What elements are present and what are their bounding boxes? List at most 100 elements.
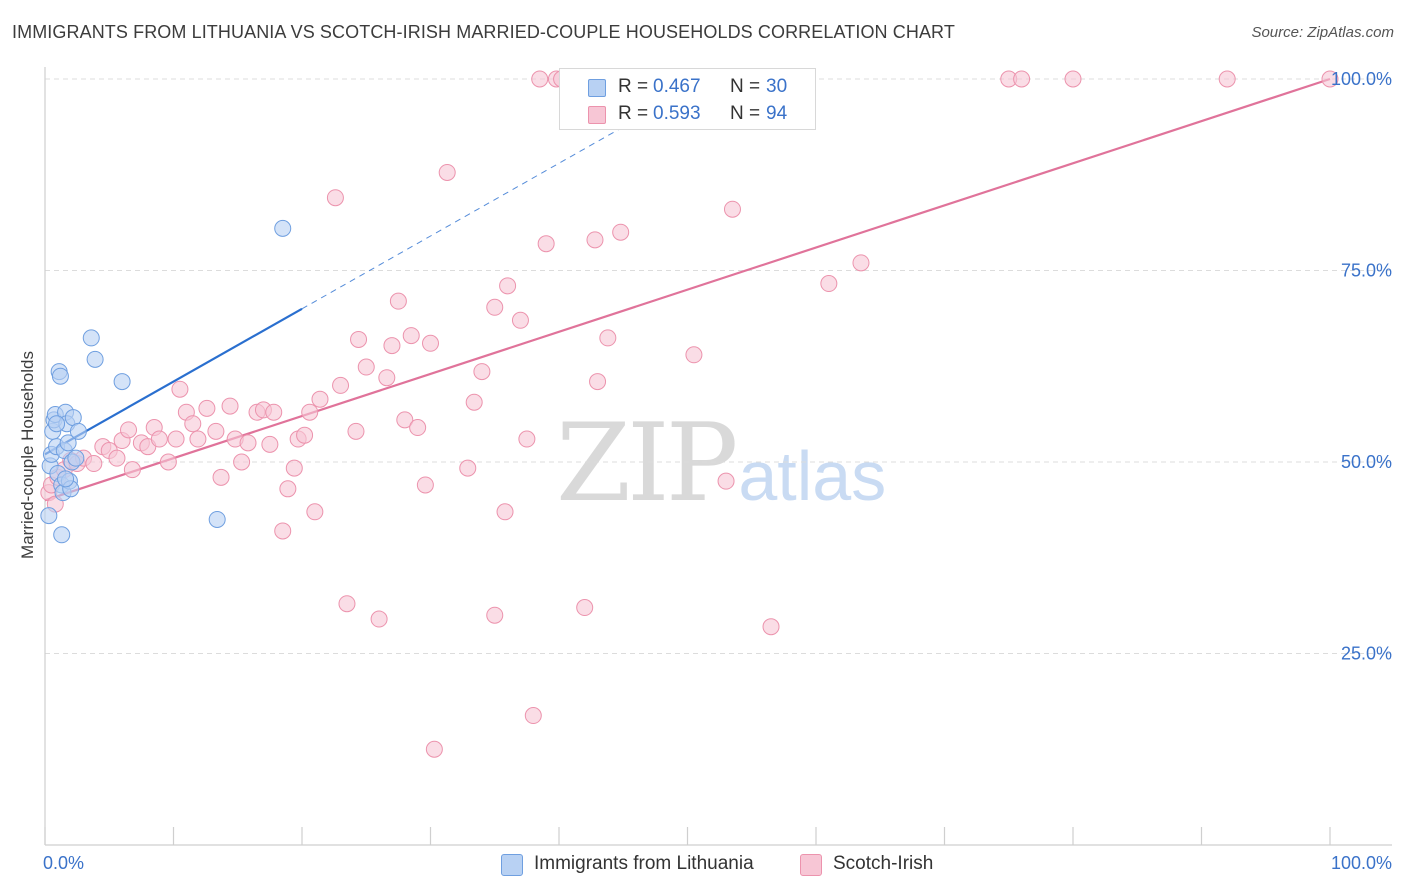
point-scotch-irish: [438, 163, 456, 181]
watermark-atlas: atlas: [738, 437, 887, 515]
point-scotch-irish: [207, 422, 225, 440]
point-scotch-irish: [198, 399, 216, 417]
point-scotch-irish: [499, 277, 517, 295]
point-scotch-irish: [486, 606, 504, 624]
point-scotch-irish: [326, 189, 344, 207]
point-scotch-irish: [612, 223, 630, 241]
point-scotch-irish: [239, 434, 257, 452]
x-tick-label-min: 0.0%: [43, 853, 84, 873]
point-scotch-irish: [717, 472, 735, 490]
point-scotch-irish: [189, 430, 207, 448]
legend-r-value: 0.593: [653, 103, 701, 124]
point-lithuania: [59, 434, 77, 452]
point-scotch-irish: [524, 707, 542, 725]
legend-n-label: N =: [730, 76, 761, 97]
trend-line-scotch-irish: [44, 77, 1331, 502]
point-scotch-irish: [171, 380, 189, 398]
y-tick-label: 100.0%: [1331, 69, 1392, 89]
chart-title: IMMIGRANTS FROM LITHUANIA VS SCOTCH-IRIS…: [12, 22, 955, 42]
point-lithuania: [208, 510, 226, 528]
point-scotch-irish: [416, 476, 434, 494]
point-lithuania: [113, 373, 131, 391]
point-scotch-irish: [576, 599, 594, 617]
point-scotch-irish: [212, 468, 230, 486]
point-scotch-irish: [301, 403, 319, 421]
legend-r-value: 0.467: [653, 76, 701, 97]
point-scotch-irish: [350, 330, 368, 348]
point-scotch-irish: [762, 618, 780, 636]
point-scotch-irish: [459, 459, 477, 477]
point-scotch-irish: [1321, 70, 1339, 88]
trend-line-lithuania-solid: [44, 307, 303, 456]
y-tick-label: 50.0%: [1341, 452, 1392, 472]
point-scotch-irish: [338, 595, 356, 613]
point-scotch-irish: [311, 390, 329, 408]
point-scotch-irish: [123, 461, 141, 479]
point-scotch-irish: [518, 430, 536, 448]
point-scotch-irish: [279, 480, 297, 498]
point-scotch-irish: [261, 435, 279, 453]
legend-n-value: 94: [766, 103, 788, 124]
point-scotch-irish: [120, 421, 138, 439]
legend-row-lithuania: R = 0.467 N = 30: [560, 75, 817, 101]
point-scotch-irish: [108, 449, 126, 467]
point-scotch-irish: [723, 200, 741, 218]
point-scotch-irish: [85, 455, 103, 473]
point-lithuania: [67, 449, 85, 467]
watermark-zip: ZIP: [556, 401, 738, 526]
y-tick-label: 25.0%: [1341, 644, 1392, 664]
point-scotch-irish: [233, 453, 251, 471]
legend-n-value: 30: [766, 76, 788, 97]
point-scotch-irish: [586, 231, 604, 249]
point-scotch-irish: [159, 453, 177, 471]
bottom-legend-label: Immigrants from Lithuania: [534, 853, 754, 874]
points-scotch-irish: [40, 70, 1339, 758]
point-scotch-irish: [383, 337, 401, 355]
legend-r-label: R =: [618, 76, 649, 97]
bottom-legend-swatch-lithuania: [501, 854, 523, 876]
bottom-legend-label: Scotch-Irish: [833, 853, 934, 874]
point-lithuania: [82, 329, 100, 347]
point-scotch-irish: [511, 311, 529, 329]
point-scotch-irish: [306, 503, 324, 521]
point-scotch-irish: [150, 430, 168, 448]
point-scotch-irish: [378, 369, 396, 387]
point-scotch-irish: [402, 327, 420, 345]
point-scotch-irish: [347, 422, 365, 440]
point-scotch-irish: [425, 740, 443, 758]
source-credit: Source: ZipAtlas.com: [1251, 24, 1394, 41]
legend-swatch-scotch-irish: [588, 106, 606, 124]
point-lithuania: [57, 470, 75, 488]
point-scotch-irish: [389, 292, 407, 310]
point-scotch-irish: [332, 376, 350, 394]
point-scotch-irish: [685, 346, 703, 364]
point-lithuania: [69, 422, 87, 440]
legend-n-label: N =: [730, 103, 761, 124]
point-scotch-irish: [1064, 70, 1082, 88]
point-scotch-irish: [486, 298, 504, 316]
legend-swatch-lithuania: [588, 79, 606, 97]
point-scotch-irish: [274, 522, 292, 540]
point-scotch-irish: [184, 415, 202, 433]
point-scotch-irish: [409, 419, 427, 437]
point-scotch-irish: [852, 254, 870, 272]
grid-lines: [45, 78, 1392, 654]
watermark: ZIPatlas: [556, 400, 886, 526]
point-scotch-irish: [531, 70, 549, 88]
y-tick-label: 75.0%: [1341, 261, 1392, 281]
y-tick-labels: 25.0% 50.0% 75.0% 100.0%: [1331, 69, 1392, 664]
point-scotch-irish: [396, 411, 414, 429]
point-lithuania: [53, 526, 71, 544]
point-scotch-irish: [1013, 70, 1031, 88]
point-scotch-irish: [537, 235, 555, 253]
point-scotch-irish: [1218, 70, 1236, 88]
point-scotch-irish: [422, 334, 439, 352]
point-scotch-irish: [221, 397, 239, 415]
correlation-legend: R = 0.467 N = 30 R = 0.593 N = 94: [559, 68, 816, 130]
points-lithuania: [40, 219, 292, 544]
x-tick-labels: 0.0% 100.0%: [43, 853, 1392, 873]
point-lithuania: [86, 350, 104, 368]
point-lithuania: [48, 415, 66, 433]
point-scotch-irish: [265, 403, 283, 421]
